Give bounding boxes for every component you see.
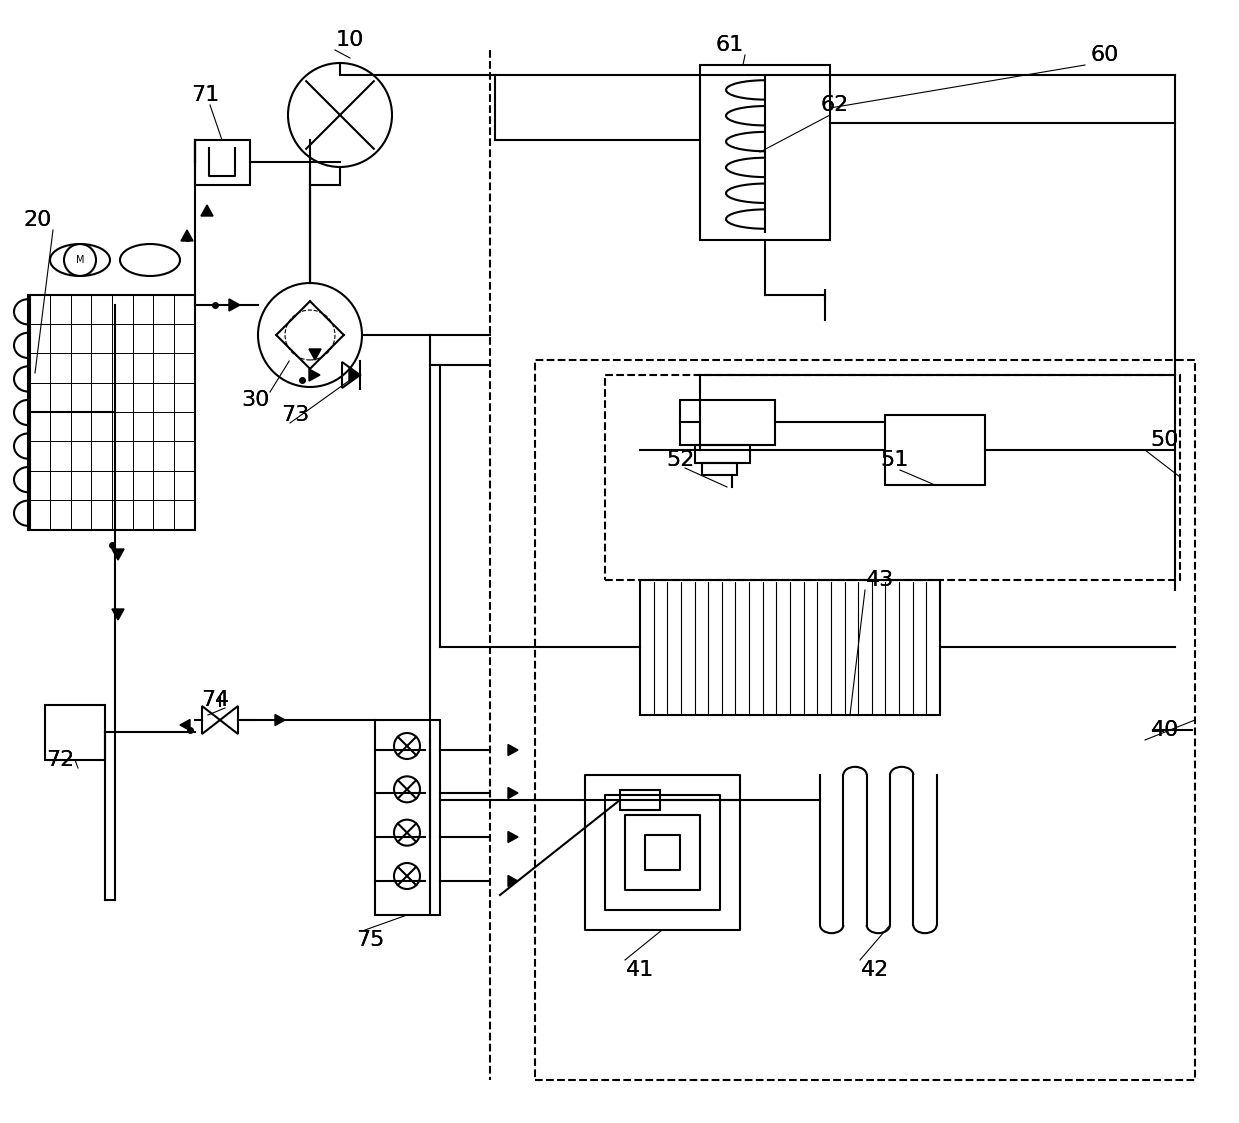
Bar — [585, 775, 740, 930]
Text: 51: 51 — [881, 450, 909, 471]
Text: 41: 41 — [626, 960, 654, 980]
Text: 62: 62 — [821, 95, 849, 115]
Bar — [700, 65, 830, 240]
Polygon shape — [180, 720, 190, 730]
Bar — [605, 375, 1180, 579]
Bar — [695, 445, 750, 463]
Text: 10: 10 — [336, 30, 364, 51]
Polygon shape — [112, 549, 124, 560]
Bar — [620, 789, 660, 810]
Polygon shape — [181, 230, 193, 241]
Polygon shape — [508, 745, 518, 756]
Text: 40: 40 — [1151, 720, 1180, 740]
Bar — [195, 140, 250, 185]
Polygon shape — [508, 831, 518, 842]
Text: 42: 42 — [861, 960, 890, 980]
Text: 50: 50 — [1151, 430, 1180, 450]
Text: 30: 30 — [240, 390, 269, 410]
Text: 41: 41 — [626, 960, 654, 980]
Polygon shape — [112, 609, 124, 620]
Text: 20: 20 — [24, 210, 52, 230]
Text: 73: 73 — [281, 405, 309, 424]
Text: 60: 60 — [1090, 45, 1119, 65]
Bar — [45, 705, 105, 760]
Text: 51: 51 — [881, 450, 909, 471]
Bar — [646, 836, 680, 870]
Text: 50: 50 — [1151, 430, 1180, 450]
Bar — [703, 463, 737, 475]
Bar — [535, 360, 1194, 1080]
Bar — [680, 400, 776, 445]
Polygon shape — [508, 787, 518, 798]
Polygon shape — [201, 206, 213, 216]
Text: 10: 10 — [336, 30, 364, 51]
Text: 73: 73 — [281, 405, 309, 424]
Text: 20: 20 — [24, 210, 52, 230]
Polygon shape — [349, 369, 361, 381]
Text: 71: 71 — [191, 85, 219, 104]
Polygon shape — [309, 349, 321, 360]
Text: 43: 43 — [866, 570, 895, 590]
Text: 60: 60 — [1090, 45, 1119, 65]
Text: 74: 74 — [201, 690, 229, 710]
Bar — [885, 416, 985, 485]
Text: 62: 62 — [821, 95, 849, 115]
Bar — [605, 795, 720, 910]
Polygon shape — [508, 876, 518, 886]
Text: 30: 30 — [240, 390, 269, 410]
Polygon shape — [275, 714, 285, 725]
Text: 75: 75 — [356, 930, 384, 950]
Text: 71: 71 — [191, 85, 219, 104]
Text: 72: 72 — [46, 750, 74, 770]
Text: 43: 43 — [866, 570, 895, 590]
Text: 52: 52 — [665, 450, 694, 471]
Polygon shape — [309, 369, 320, 381]
Text: 61: 61 — [716, 35, 745, 55]
Text: M: M — [76, 255, 84, 265]
Bar — [375, 720, 440, 915]
Text: 42: 42 — [861, 960, 890, 980]
Bar — [641, 579, 940, 715]
Text: 72: 72 — [46, 750, 74, 770]
Text: 74: 74 — [201, 690, 229, 710]
Text: 52: 52 — [665, 450, 694, 471]
Bar — [30, 295, 195, 530]
Bar — [624, 815, 700, 891]
Polygon shape — [229, 299, 240, 311]
Text: 40: 40 — [1151, 720, 1180, 740]
Text: 75: 75 — [356, 930, 384, 950]
Text: 61: 61 — [716, 35, 745, 55]
